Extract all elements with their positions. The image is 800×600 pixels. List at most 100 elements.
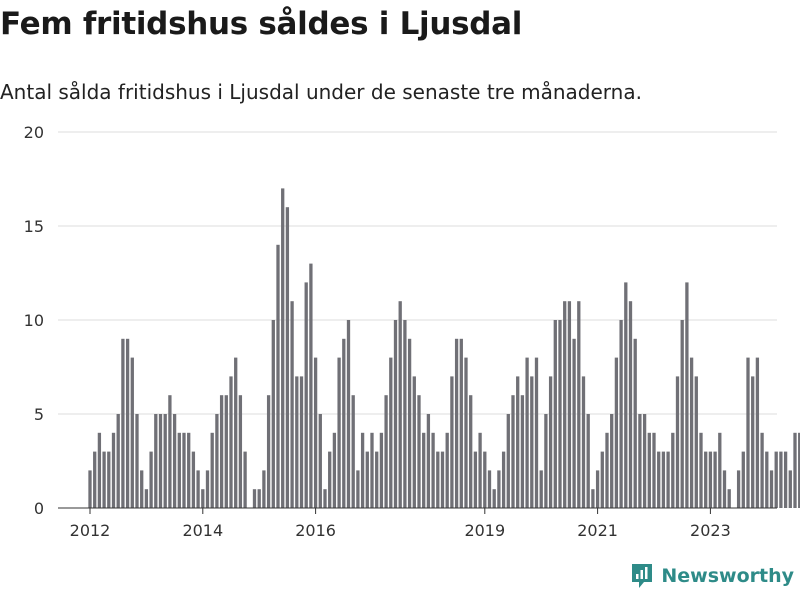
bar <box>779 451 783 508</box>
bar <box>205 470 210 508</box>
bar <box>774 451 778 508</box>
bar <box>356 470 360 508</box>
bar <box>788 470 792 508</box>
bar <box>445 432 449 508</box>
bar <box>290 301 294 508</box>
x-tick-label: 2012 <box>70 521 111 540</box>
bar <box>187 432 191 508</box>
bar <box>102 451 106 508</box>
bar <box>337 357 341 508</box>
bar <box>497 470 501 508</box>
bar <box>624 282 628 508</box>
bar <box>657 451 661 508</box>
bar <box>88 470 92 508</box>
bar <box>661 451 666 508</box>
bar <box>210 432 214 508</box>
newsworthy-logo[interactable]: Newsworthy <box>630 562 794 590</box>
bar <box>304 282 308 508</box>
bar <box>389 357 393 508</box>
bar <box>783 451 788 508</box>
bar <box>506 414 510 508</box>
bar <box>417 395 421 508</box>
bar <box>746 357 750 508</box>
bar <box>130 357 134 508</box>
bar <box>436 451 440 508</box>
bar <box>318 414 322 508</box>
bar <box>459 338 463 508</box>
bar <box>652 432 656 508</box>
bar <box>760 432 764 508</box>
bar <box>704 451 708 508</box>
bar <box>511 395 515 508</box>
bar <box>563 301 567 508</box>
bar <box>685 282 689 508</box>
x-tick-label: 2019 <box>464 521 505 540</box>
x-tick-label: 2021 <box>577 521 618 540</box>
bar <box>581 376 586 508</box>
bar <box>534 357 539 508</box>
bar <box>699 432 703 508</box>
bar <box>332 432 337 508</box>
bar <box>614 357 619 508</box>
bar <box>422 432 426 508</box>
bar <box>262 470 266 508</box>
bar <box>398 301 402 508</box>
bar <box>539 470 543 508</box>
bar <box>243 451 247 508</box>
bar <box>234 357 238 508</box>
bar <box>379 432 384 508</box>
bar <box>351 395 355 508</box>
bar <box>201 489 205 508</box>
bar <box>281 188 285 508</box>
bar <box>215 414 219 508</box>
bar <box>638 414 642 508</box>
bar <box>483 451 487 508</box>
bar <box>135 414 139 508</box>
bar <box>492 489 496 508</box>
bar <box>751 376 755 508</box>
bar <box>172 414 177 508</box>
bar <box>191 451 196 508</box>
chart-title: Fem fritidshus såldes i Ljusdal <box>0 6 523 42</box>
bar <box>271 320 275 508</box>
bar <box>473 451 478 508</box>
chart-subtitle: Antal sålda fritidshus i Ljusdal under d… <box>0 80 642 104</box>
bar <box>313 357 318 508</box>
bar <box>360 432 365 508</box>
bar <box>633 338 637 508</box>
bar <box>548 376 553 508</box>
bar <box>111 432 116 508</box>
bar <box>516 376 520 508</box>
bar <box>793 432 797 508</box>
bar <box>666 451 670 508</box>
bar <box>591 489 595 508</box>
bar <box>736 470 741 508</box>
x-tick-label: 2023 <box>690 521 731 540</box>
bar <box>266 395 271 508</box>
bar <box>755 357 760 508</box>
bar <box>252 489 257 508</box>
bar <box>365 451 369 508</box>
bar <box>149 451 153 508</box>
bar <box>93 451 97 508</box>
bar <box>158 414 163 508</box>
newsworthy-logo-icon <box>632 564 653 588</box>
bar <box>116 414 120 508</box>
bar <box>426 414 431 508</box>
bar <box>689 357 694 508</box>
bar <box>619 320 623 508</box>
bar <box>121 338 125 508</box>
bar <box>680 320 684 508</box>
bar <box>642 414 647 508</box>
bar <box>177 432 181 508</box>
bar <box>727 489 731 508</box>
y-tick-label: 0 <box>34 499 44 518</box>
bar <box>323 489 327 508</box>
bar <box>610 414 614 508</box>
y-tick-label: 5 <box>34 405 44 424</box>
bar <box>708 451 713 508</box>
bar <box>107 451 111 508</box>
bar <box>299 376 304 508</box>
bar <box>722 470 727 508</box>
